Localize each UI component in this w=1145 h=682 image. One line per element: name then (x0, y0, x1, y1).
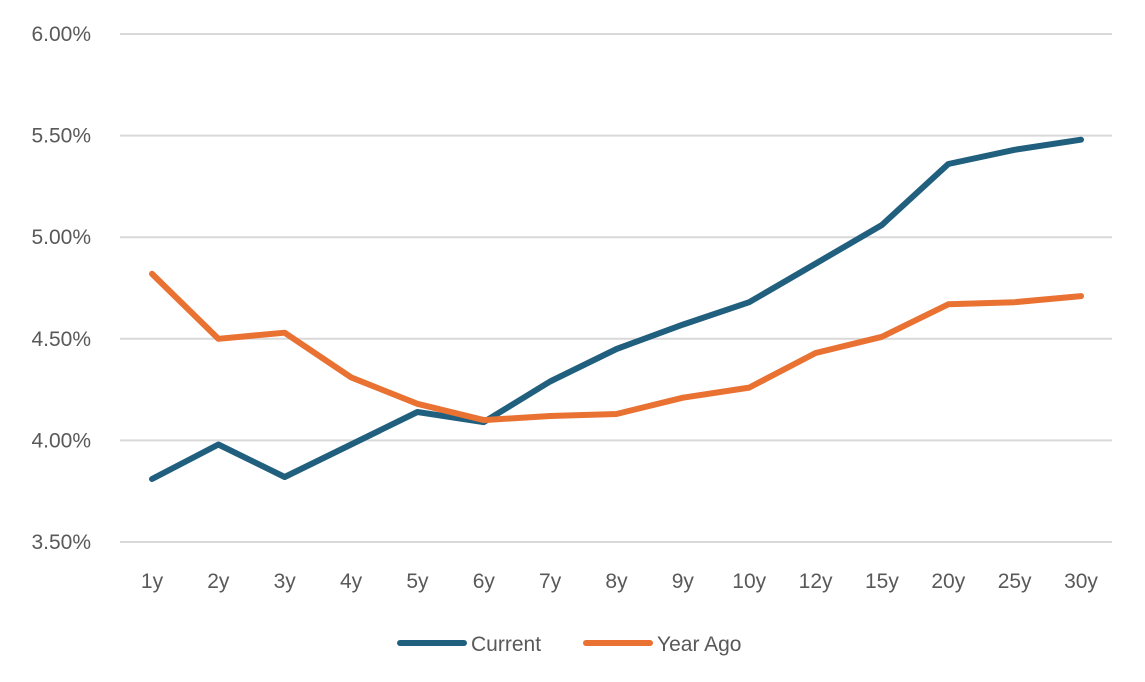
legend-label: Current (471, 633, 541, 656)
x-tick-label: 15y (865, 570, 899, 593)
x-axis-tick-labels: 1y 2y 3y 4y 5y 6y 7y 8y 9y 10y 12y 15y 20y 25y 30y (141, 570, 1099, 593)
x-tick-label: 4y (340, 570, 363, 593)
x-tick-label: 20y (931, 570, 965, 593)
x-tick-label: 5y (406, 570, 429, 593)
x-tick-label: 7y (539, 570, 562, 593)
y-tick-label: 4.50% (31, 328, 91, 351)
series-line-year-ago (149, 270, 1084, 424)
x-tick-label: 8y (605, 570, 628, 593)
x-tick-label: 30y (1064, 570, 1098, 593)
x-tick-label: 9y (672, 570, 695, 593)
legend-item-current: Current (397, 633, 541, 656)
x-tick-label: 1y (141, 570, 164, 593)
x-tick-label: 2y (207, 570, 230, 593)
y-tick-label: 4.00% (31, 429, 91, 452)
y-axis-tick-labels: 3.50% 4.00% 4.50% 5.00% 5.50% 6.00% (31, 23, 91, 554)
x-tick-label: 10y (732, 570, 766, 593)
y-gridlines (120, 33, 1112, 543)
x-tick-label: 3y (274, 570, 297, 593)
y-tick-label: 5.50% (31, 125, 91, 148)
legend-label: Year Ago (657, 633, 741, 656)
legend-item-year-ago: Year Ago (583, 633, 741, 656)
y-tick-label: 3.50% (31, 531, 91, 554)
legend: Current Year Ago (397, 633, 741, 656)
y-tick-label: 5.00% (31, 226, 91, 249)
x-tick-label: 6y (473, 570, 496, 593)
series-line-current (149, 136, 1084, 482)
y-tick-label: 6.00% (31, 23, 91, 46)
series-lines (149, 136, 1084, 482)
x-tick-label: 12y (799, 570, 833, 593)
x-tick-label: 25y (998, 570, 1032, 593)
